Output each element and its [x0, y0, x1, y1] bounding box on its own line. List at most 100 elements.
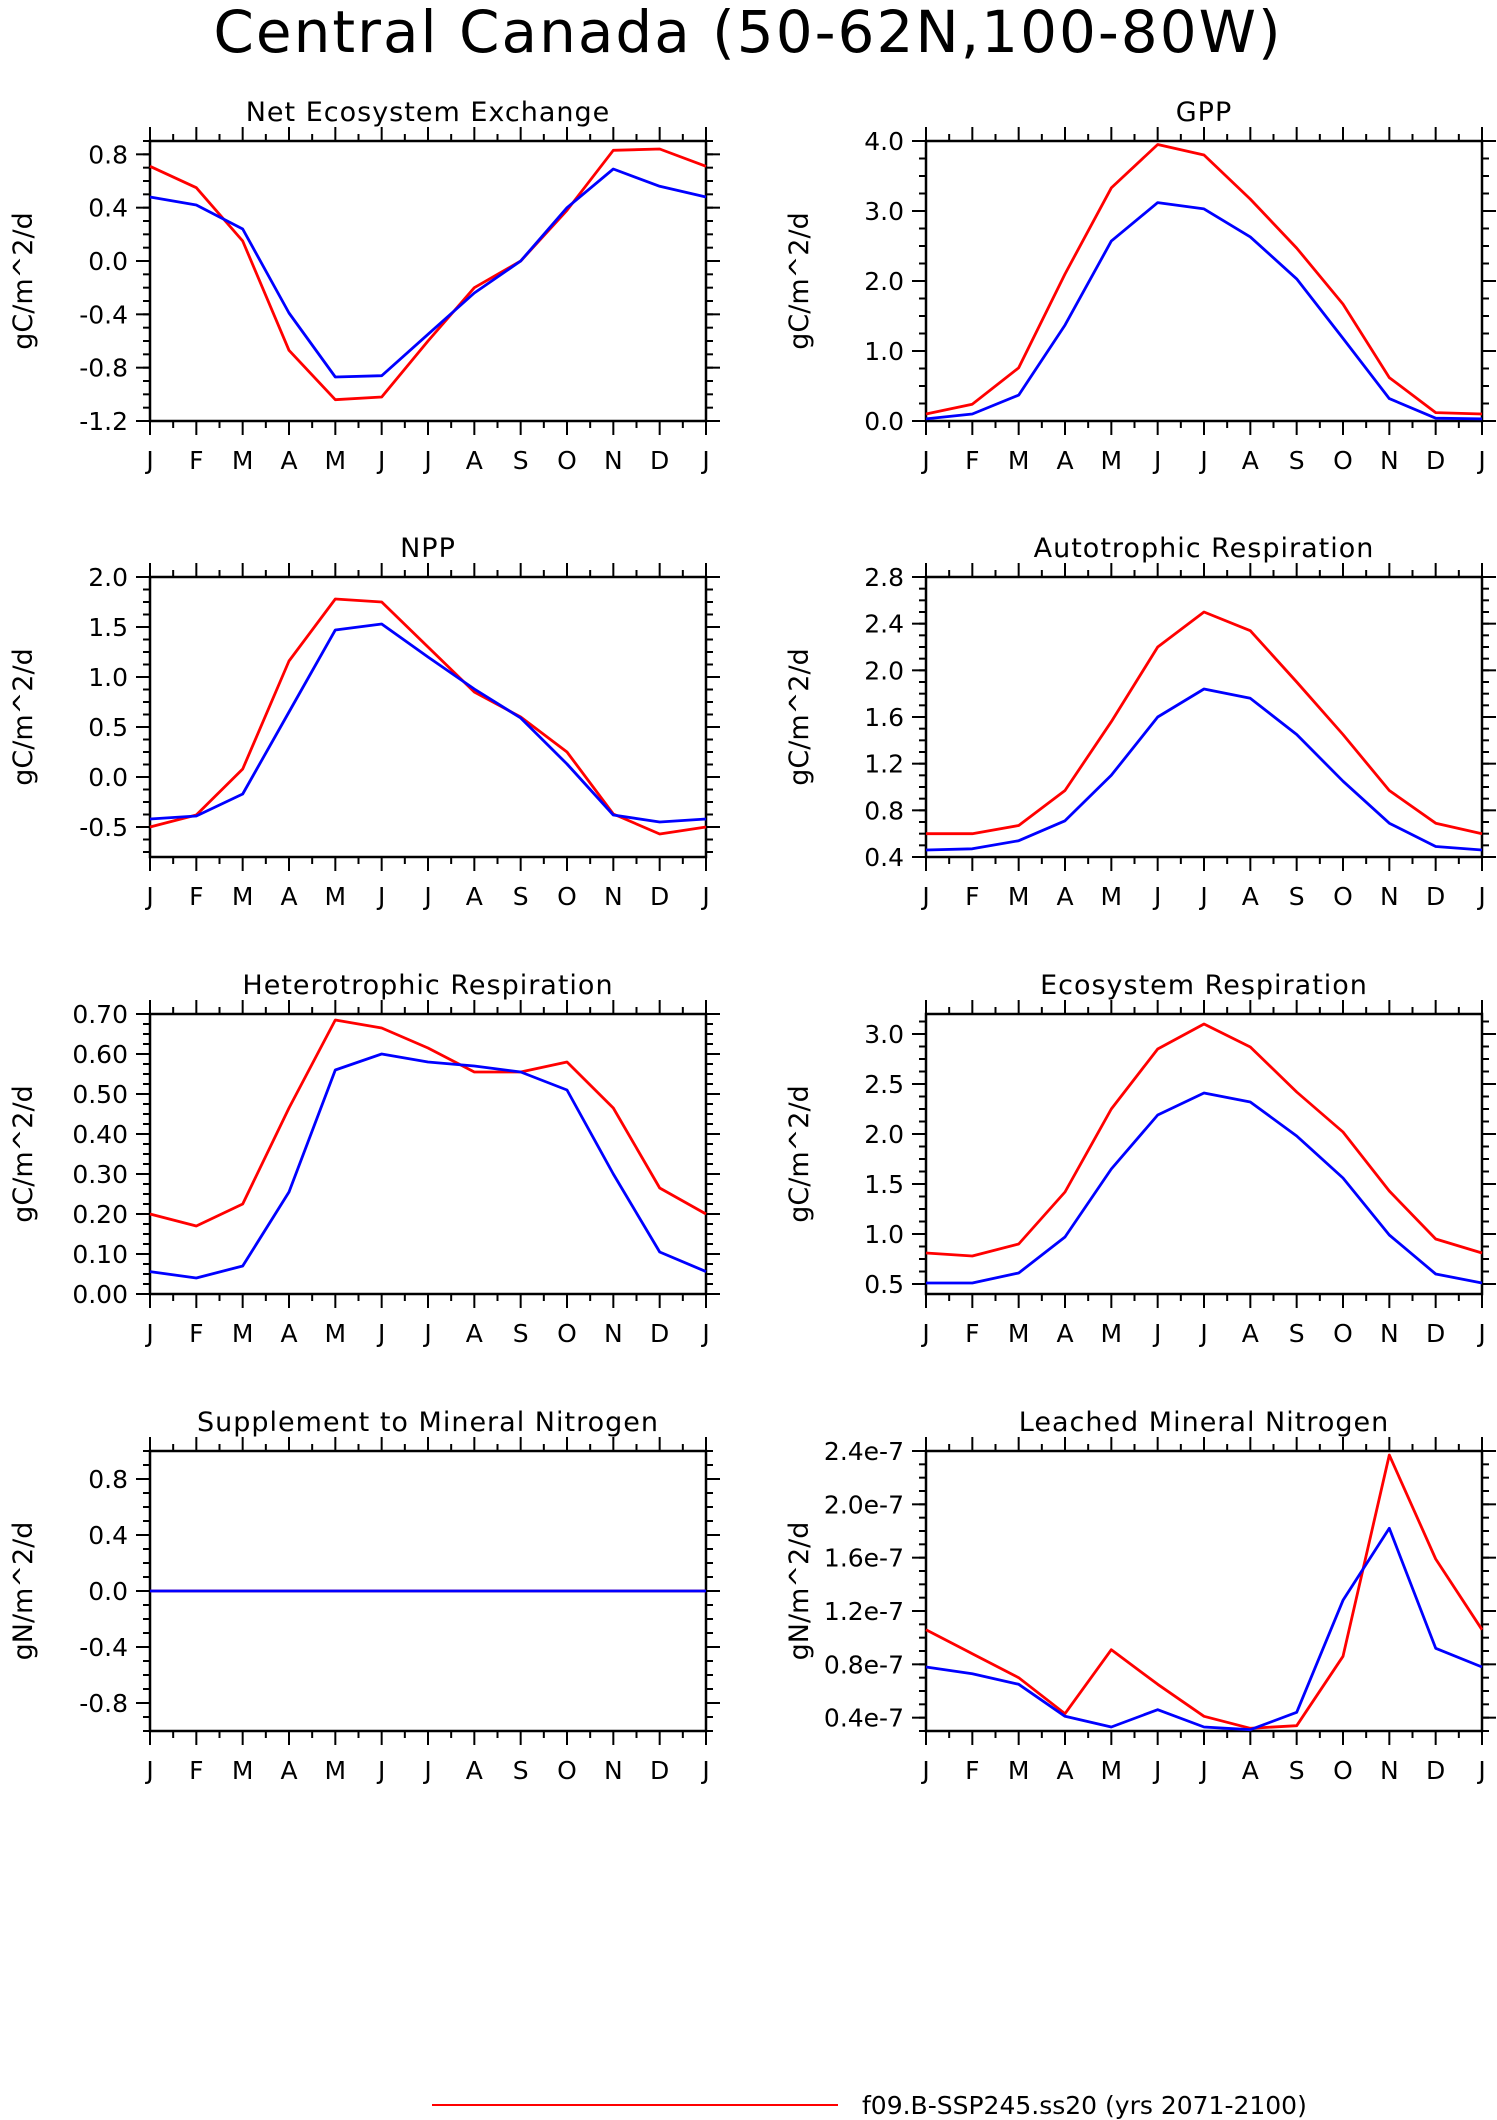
x-tick-label: O: [557, 446, 577, 475]
x-tick-label: O: [1333, 446, 1353, 475]
y-tick-label: 0.10: [72, 1240, 128, 1269]
y-tick-label: 1.5: [864, 1170, 904, 1199]
plot-frame: [924, 1449, 1484, 1733]
y-tick-label: 0.70: [72, 1000, 128, 1029]
y-tick-label: 0.20: [72, 1200, 128, 1229]
y-tick-label: 0.0: [864, 407, 904, 436]
x-tick-label: S: [1289, 882, 1305, 911]
series-line-blue: [149, 1052, 707, 1280]
x-tick-label: N: [604, 446, 623, 475]
y-axis-label: gC/m^2/d: [784, 212, 815, 349]
x-tick-label: D: [1426, 446, 1445, 475]
x-tick-label: J: [376, 1319, 385, 1348]
y-tick-label: 0.5: [88, 713, 128, 742]
x-tick-label: A: [466, 1756, 483, 1785]
legend-label-case1: f09.B-SSP245.ss20 (yrs 2071-2100): [862, 2091, 1307, 2120]
x-tick-label: A: [1242, 446, 1259, 475]
x-tick-label: M: [1101, 1319, 1123, 1348]
y-tick-label: 1.2e-7: [824, 1597, 904, 1626]
plot-frame: [148, 139, 708, 423]
chart-panel-7: J F M A M J J A S O N D J-0.8-0.40.00.40.8Supplement…: [8, 1407, 720, 1785]
y-tick-label: 1.6e-7: [824, 1544, 904, 1573]
chart-title: Leached Mineral Nitrogen: [1019, 1407, 1389, 1438]
series-line-blue: [925, 1526, 1483, 1732]
x-tick-label: J: [144, 1756, 153, 1785]
plot-frame: [924, 139, 1484, 423]
x-tick-label: N: [604, 1756, 623, 1785]
x-tick-label: A: [280, 1756, 297, 1785]
series-line-red: [925, 143, 1483, 416]
x-tick-label: J: [920, 446, 929, 475]
y-tick-label: 2.0e-7: [824, 1490, 904, 1519]
x-tick-label: S: [513, 1319, 529, 1348]
x-tick-label: F: [965, 446, 979, 475]
x-tick-label: O: [1333, 882, 1353, 911]
y-tick-label: 2.0: [864, 656, 904, 685]
x-tick-label: A: [1056, 882, 1073, 911]
x-tick-label: S: [1289, 1319, 1305, 1348]
y-tick-label: 0.50: [72, 1080, 128, 1109]
x-tick-label: J: [376, 882, 385, 911]
y-axis-label: gC/m^2/d: [8, 212, 39, 349]
x-tick-label: M: [1101, 882, 1123, 911]
y-tick-label: 4.0: [864, 127, 904, 156]
x-tick-label: J: [920, 882, 929, 911]
chart-panel-4: J F M A M J J A S O N D J0.40.81.21.62.02.42.8Autotr…: [784, 533, 1496, 911]
x-tick-label: J: [700, 1756, 709, 1785]
x-tick-label: J: [144, 882, 153, 911]
x-tick-label: S: [513, 446, 529, 475]
x-tick-label: M: [232, 882, 254, 911]
x-tick-label: M: [325, 1319, 347, 1348]
x-tick-label: F: [965, 1756, 979, 1785]
series-line-red: [925, 1022, 1483, 1258]
x-tick-label: J: [422, 1756, 431, 1785]
x-tick-label: A: [280, 446, 297, 475]
x-tick-label: F: [189, 882, 203, 911]
y-tick-label: 0.4: [88, 194, 128, 223]
chart-title: Net Ecosystem Exchange: [246, 97, 611, 128]
y-tick-label: 1.0: [864, 337, 904, 366]
y-tick-label: -0.4: [79, 1633, 128, 1662]
x-tick-label: M: [1008, 1319, 1030, 1348]
x-tick-label: D: [650, 446, 669, 475]
x-tick-label: J: [1152, 1319, 1161, 1348]
chart-title: Autotrophic Respiration: [1034, 533, 1375, 564]
y-tick-label: 3.0: [864, 1020, 904, 1049]
x-tick-label: S: [513, 882, 529, 911]
x-tick-label: J: [422, 882, 431, 911]
y-tick-label: 2.4e-7: [824, 1437, 904, 1466]
y-tick-label: 1.0: [88, 663, 128, 692]
y-tick-label: 0.5: [864, 1270, 904, 1299]
x-tick-label: J: [1152, 446, 1161, 475]
x-tick-label: S: [513, 1756, 529, 1785]
x-tick-label: O: [1333, 1319, 1353, 1348]
y-tick-label: 1.2: [864, 750, 904, 779]
x-tick-label: N: [1380, 1319, 1399, 1348]
x-tick-label: D: [650, 1756, 669, 1785]
plot-frame: [148, 1012, 708, 1296]
y-tick-label: -0.8: [79, 1689, 128, 1718]
x-tick-label: J: [700, 446, 709, 475]
x-tick-label: A: [1056, 1319, 1073, 1348]
x-tick-label: F: [965, 1319, 979, 1348]
x-tick-label: O: [1333, 1756, 1353, 1785]
x-tick-label: A: [466, 882, 483, 911]
x-tick-label: J: [1476, 1319, 1485, 1348]
y-tick-label: -0.5: [79, 813, 128, 842]
y-tick-label: 0.4: [864, 843, 904, 872]
x-tick-label: J: [700, 1319, 709, 1348]
x-tick-label: M: [325, 1756, 347, 1785]
x-tick-label: J: [144, 446, 153, 475]
y-tick-label: 0.8: [88, 1465, 128, 1494]
y-tick-label: 0.00: [72, 1280, 128, 1309]
x-tick-label: J: [144, 1319, 153, 1348]
x-tick-label: A: [466, 446, 483, 475]
x-tick-label: J: [1152, 882, 1161, 911]
x-tick-label: J: [1198, 1756, 1207, 1785]
y-tick-label: -1.2: [79, 407, 128, 436]
x-tick-label: M: [1101, 446, 1123, 475]
series-line-red: [149, 147, 707, 402]
y-tick-label: 1.0: [864, 1220, 904, 1249]
